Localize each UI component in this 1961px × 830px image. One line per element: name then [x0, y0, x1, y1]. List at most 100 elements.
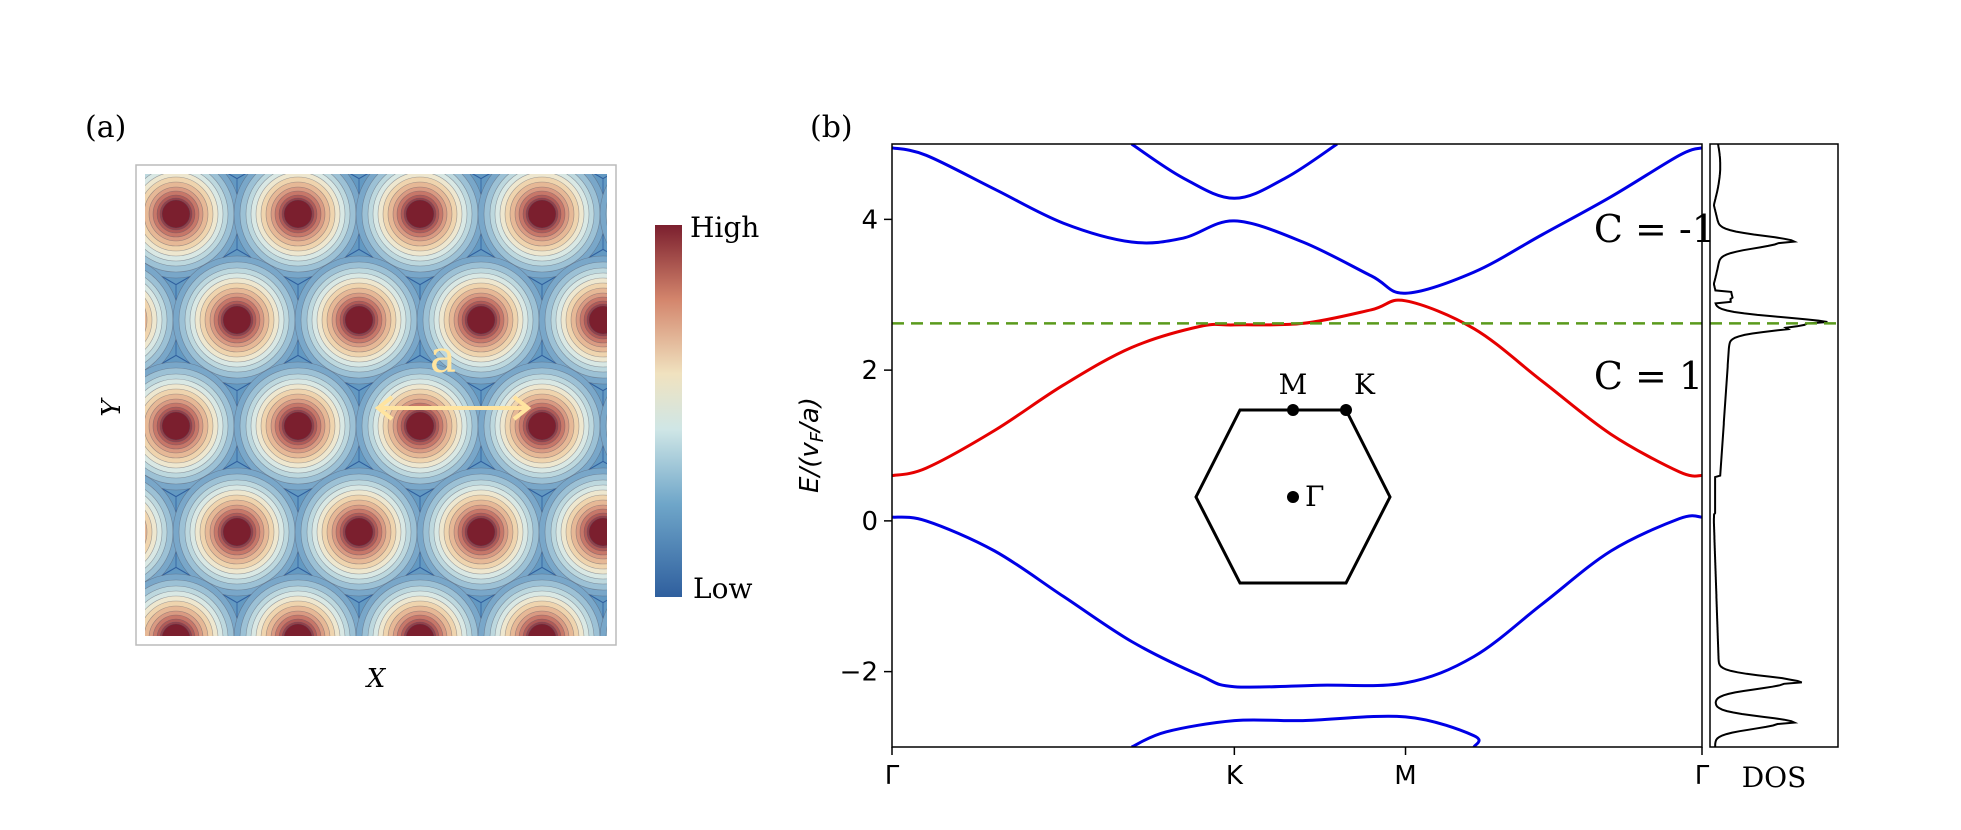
contour-ring: [200, 71, 274, 145]
dos-axes-frame: [1709, 143, 1839, 748]
contour-ring: [605, 413, 607, 439]
contour-spot-33: [295, 680, 423, 808]
contour-ring: [185, 692, 289, 796]
contour-ring: [173, 44, 301, 172]
contour-spot-31: [51, 680, 179, 808]
contour-ring: [96, 301, 134, 339]
contour-ring: [145, 509, 153, 555]
contour-ring: [190, 61, 284, 155]
band-lines: [892, 144, 1702, 747]
x-tick-label: Γ: [885, 761, 900, 791]
contour-ring: [307, 56, 411, 160]
contour-ring: [223, 94, 251, 122]
y-tick-label: 2: [861, 356, 878, 386]
contour-spot-3: [295, 44, 423, 172]
contour-ring: [51, 680, 179, 808]
colorbar: High Low: [655, 211, 759, 605]
contour-ring: [587, 92, 619, 124]
contour-ring: [539, 44, 667, 172]
dos-xlabel: DOS: [1742, 761, 1807, 794]
contour-ring: [145, 290, 158, 350]
contour-hexagon-5: [596, 174, 607, 178]
contour-ring: [589, 730, 617, 758]
contour-ring: [566, 71, 640, 145]
contour-ring: [327, 76, 391, 140]
bz-label-k: K: [1354, 368, 1376, 401]
bz-label-gamma: Γ: [1305, 480, 1324, 513]
panel-a-label: (a): [85, 110, 126, 145]
contour-spot-35: [539, 680, 667, 808]
contour-ring: [283, 623, 313, 636]
contour-ring: [632, 606, 696, 670]
contour-ring: [96, 725, 134, 763]
contour-ring: [344, 517, 374, 547]
y-ticks: −2 0 2 4: [840, 205, 892, 688]
contour-ring: [423, 686, 539, 802]
lattice-arrow: a: [374, 332, 532, 421]
contour-ring: [637, 611, 691, 665]
contour-ring: [599, 608, 607, 636]
contour-ring: [336, 85, 382, 131]
contour-ring: [527, 411, 557, 441]
contour-ring: [88, 505, 142, 559]
panel-b-label: (b): [810, 110, 853, 145]
contour-spot-16: [145, 361, 241, 491]
contour-ring: [405, 199, 435, 229]
arrow-head-right: [512, 395, 532, 421]
contour-spot-10: [599, 184, 607, 244]
contour-ring: [222, 305, 252, 335]
contour-spot-1: [51, 44, 179, 172]
contour-ring: [343, 92, 375, 124]
contour-ring: [301, 50, 417, 166]
band-line-4: [892, 146, 1702, 295]
contour-spot-23: [294, 467, 424, 597]
contour-spot-9: [477, 174, 607, 279]
contour-ring: [527, 199, 557, 229]
contour-spot-26: [145, 573, 241, 636]
contour-ring: [465, 728, 497, 760]
arrow-head-left: [374, 395, 394, 421]
contour-ring: [423, 50, 539, 166]
contour-ring: [195, 66, 279, 150]
y-tick-label: 0: [861, 507, 878, 537]
contour-spot-25: [538, 467, 607, 597]
contour-frame: [135, 164, 617, 646]
chern-number-minus-one: C = -1: [1594, 207, 1716, 251]
colorbar-gradient: [655, 225, 682, 597]
contour-ring: [195, 702, 279, 786]
contour-map: [51, 38, 706, 808]
contour-ring: [650, 624, 678, 652]
contour-ring: [214, 85, 260, 131]
contour-ring: [545, 50, 661, 166]
contour-ring: [345, 94, 373, 122]
contour-ring: [605, 625, 607, 636]
contour-ring: [179, 50, 295, 166]
contour-ring: [218, 725, 256, 763]
contour-spot-29: [477, 573, 607, 636]
contour-spot-7: [233, 174, 363, 279]
contour-ring: [454, 81, 508, 135]
contour-ring: [345, 730, 373, 758]
contour-ring: [645, 619, 683, 657]
contour-ring: [161, 199, 191, 229]
bz-point-m: [1287, 404, 1299, 416]
contour-ring: [96, 513, 134, 551]
contour-ring: [200, 707, 274, 781]
contour-ring: [78, 707, 152, 781]
contour-ring: [434, 697, 528, 791]
contour-ring: [465, 92, 497, 124]
contour-ring: [322, 71, 396, 145]
contour-ring: [344, 305, 374, 335]
contour-ring: [417, 44, 545, 172]
contour-ring: [622, 596, 706, 680]
contour-ring: [214, 721, 260, 767]
band-structure: −2 0 2 4 Γ K M Γ E/(vF/a) C = -1 C = 1 M K Γ: [795, 143, 1716, 791]
contour-ring: [317, 66, 401, 150]
contour-ring: [551, 692, 655, 796]
y-tick-label: −2: [840, 658, 878, 688]
contour-ring: [83, 712, 147, 776]
contour-ring: [101, 306, 129, 334]
contour-hexagon-1: [54, 38, 175, 178]
dos-panel: DOS: [1709, 143, 1839, 794]
contour-ring: [92, 509, 138, 555]
